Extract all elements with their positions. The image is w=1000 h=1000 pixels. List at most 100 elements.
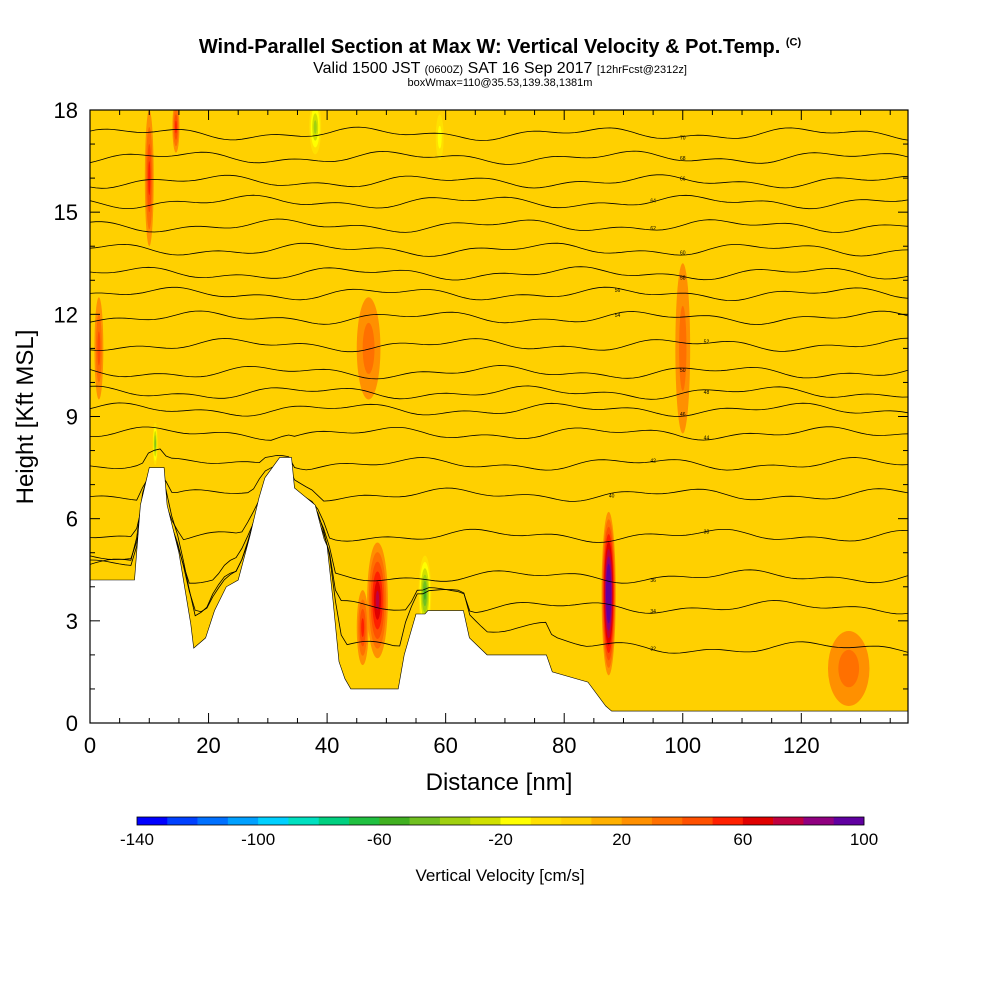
velocity-cell-level [679,305,687,391]
colorbar-swatch [742,817,774,825]
colorbar-tick-label: 20 [612,830,631,849]
chart-title: Wind-Parallel Section at Max W: Vertical… [0,36,1000,59]
x-tick-label: 80 [552,733,576,758]
theta-contour [90,448,908,471]
valid-date: SAT 16 Sep 2017 [467,60,593,77]
y-tick-label: 12 [54,302,78,327]
theta-contour-label: 48 [704,390,710,396]
forecast-info: [12hrFcst@2312z] [596,64,687,76]
colorbar-swatch [409,817,441,825]
terrain-mask [89,457,909,724]
theta-contour-label: 34 [650,609,656,615]
colorbar-swatch [773,817,804,825]
theta-contour [90,286,908,302]
theta-contour-label: 68 [680,156,686,162]
colorbar-swatch [167,817,198,825]
velocity-cell-4 [307,110,323,162]
velocity-cell-level [154,439,156,449]
velocity-cell-10 [356,297,381,400]
velocity-cell-6 [152,418,159,470]
x-tick-label: 60 [433,733,457,758]
colorbar-tick-label: -140 [120,830,154,849]
x-axis-title: Distance [nm] [426,769,573,796]
y-axis-title: Height [Kft MSL] [12,330,39,505]
velocity-cell-level [97,331,101,366]
colorbar: -140 -100 -60 -20 20 60 100 [120,816,878,849]
y-tick-label: 18 [54,98,78,123]
colorbar-swatch [288,817,320,825]
colorbar-swatch [439,817,471,825]
colorbar-swatch [379,817,410,825]
velocity-field [94,110,870,706]
colorbar-swatch [318,817,350,825]
colorbar-swatch [651,817,683,825]
theta-contour-label: 42 [650,458,656,464]
velocity-cell-level [375,590,380,611]
theta-contour [90,365,908,380]
velocity-cell-level [838,649,860,688]
colorbar-swatch [227,817,259,825]
colorbar-swatch [833,817,865,825]
theta-contour-label: 46 [680,412,686,418]
colorbar-title: Vertical Velocity [cm/s] [415,866,584,885]
theta-contour-label: 52 [704,340,710,346]
y-tick-label: 3 [66,609,78,634]
colorbar-swatch [621,817,653,825]
x-tick-label: 40 [315,733,339,758]
theta-contour-label: 50 [680,368,686,374]
theta-contour [90,464,908,502]
x-tick-label: 120 [783,733,820,758]
theta-contour-label: 44 [704,436,710,442]
colorbar-frame [136,816,865,826]
velocity-cell-level [437,125,442,149]
theta-contour-label: 38 [704,530,710,536]
colorbar-swatch [591,817,622,825]
theta-contour [90,126,908,141]
theta-contour-label: 40 [609,494,615,500]
theta-contour [90,426,908,441]
colorbar-tick-label: -60 [367,830,392,849]
copyright-mark: (C) [785,36,802,49]
velocity-cell-level [362,322,375,374]
colorbar-swatch [197,817,229,825]
colorbar-swatch [712,817,744,825]
theta-contour [90,477,908,543]
theta-contour [90,337,908,353]
theta-contour-label: 70 [680,135,686,141]
theta-contour-label: 32 [650,647,656,653]
theta-contour [90,483,908,615]
colorbar-swatch [682,817,713,825]
colorbar-swatch [258,817,289,825]
theta-contour-label: 54 [615,313,621,319]
theta-contour [90,485,908,584]
valid-time: Valid 1500 JST [313,60,421,77]
velocity-cell-level [313,120,317,134]
velocity-cell-2 [601,511,616,676]
velocity-cell-5 [433,110,446,172]
velocity-cell-8 [172,110,180,153]
x-tick-label: 100 [664,733,701,758]
theta-contour-label: 66 [680,176,686,182]
theta-contour-label: 60 [680,250,686,256]
theta-contour-label: 64 [650,198,656,204]
y-tick-label: 6 [66,507,78,532]
colorbar-swatch [803,817,835,825]
velocity-cell-level [423,587,426,600]
velocity-cell-level [361,618,365,638]
theta-contour [90,194,908,210]
colorbar-tick-label: -20 [488,830,513,849]
box-info: boxWmax=110@35.53,139.38,1381m [407,77,593,89]
colorbar-swatch [500,817,532,825]
theta-contour [90,242,908,257]
valid-utc: (0600Z) [424,64,464,76]
colorbar-swatch [530,817,562,825]
theta-contour-label: 56 [615,288,621,294]
theta-contour [90,402,908,417]
theta-contour [90,174,908,189]
colorbar-swatch [349,817,380,825]
colorbar-tick-label: -100 [241,830,275,849]
colorbar-tick-label: 60 [733,830,752,849]
velocity-cell-11 [675,263,691,434]
